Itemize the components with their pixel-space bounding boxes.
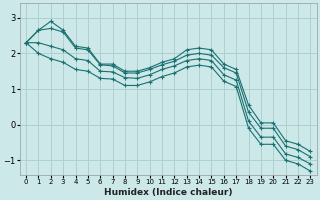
X-axis label: Humidex (Indice chaleur): Humidex (Indice chaleur): [104, 188, 232, 197]
